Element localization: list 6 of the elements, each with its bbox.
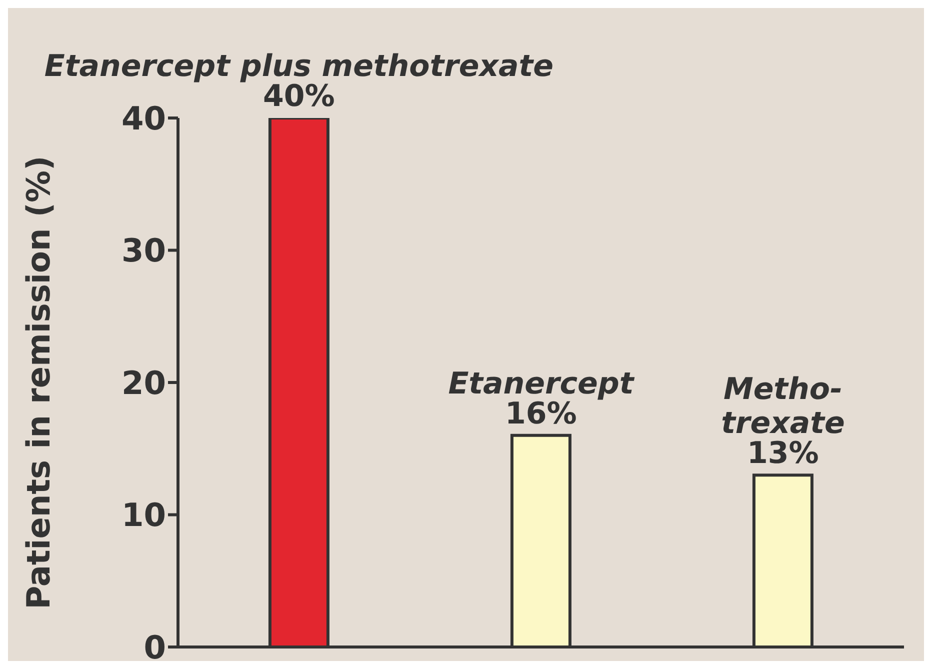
y-tick-label: 40 (121, 99, 166, 138)
y-tick-label: 30 (121, 232, 166, 270)
y-axis-title: Patients in remission (%) (19, 156, 58, 610)
y-tick-label: 10 (121, 496, 166, 534)
y-tick-label: 0 (144, 628, 166, 666)
y-tick-label: 20 (121, 364, 166, 402)
